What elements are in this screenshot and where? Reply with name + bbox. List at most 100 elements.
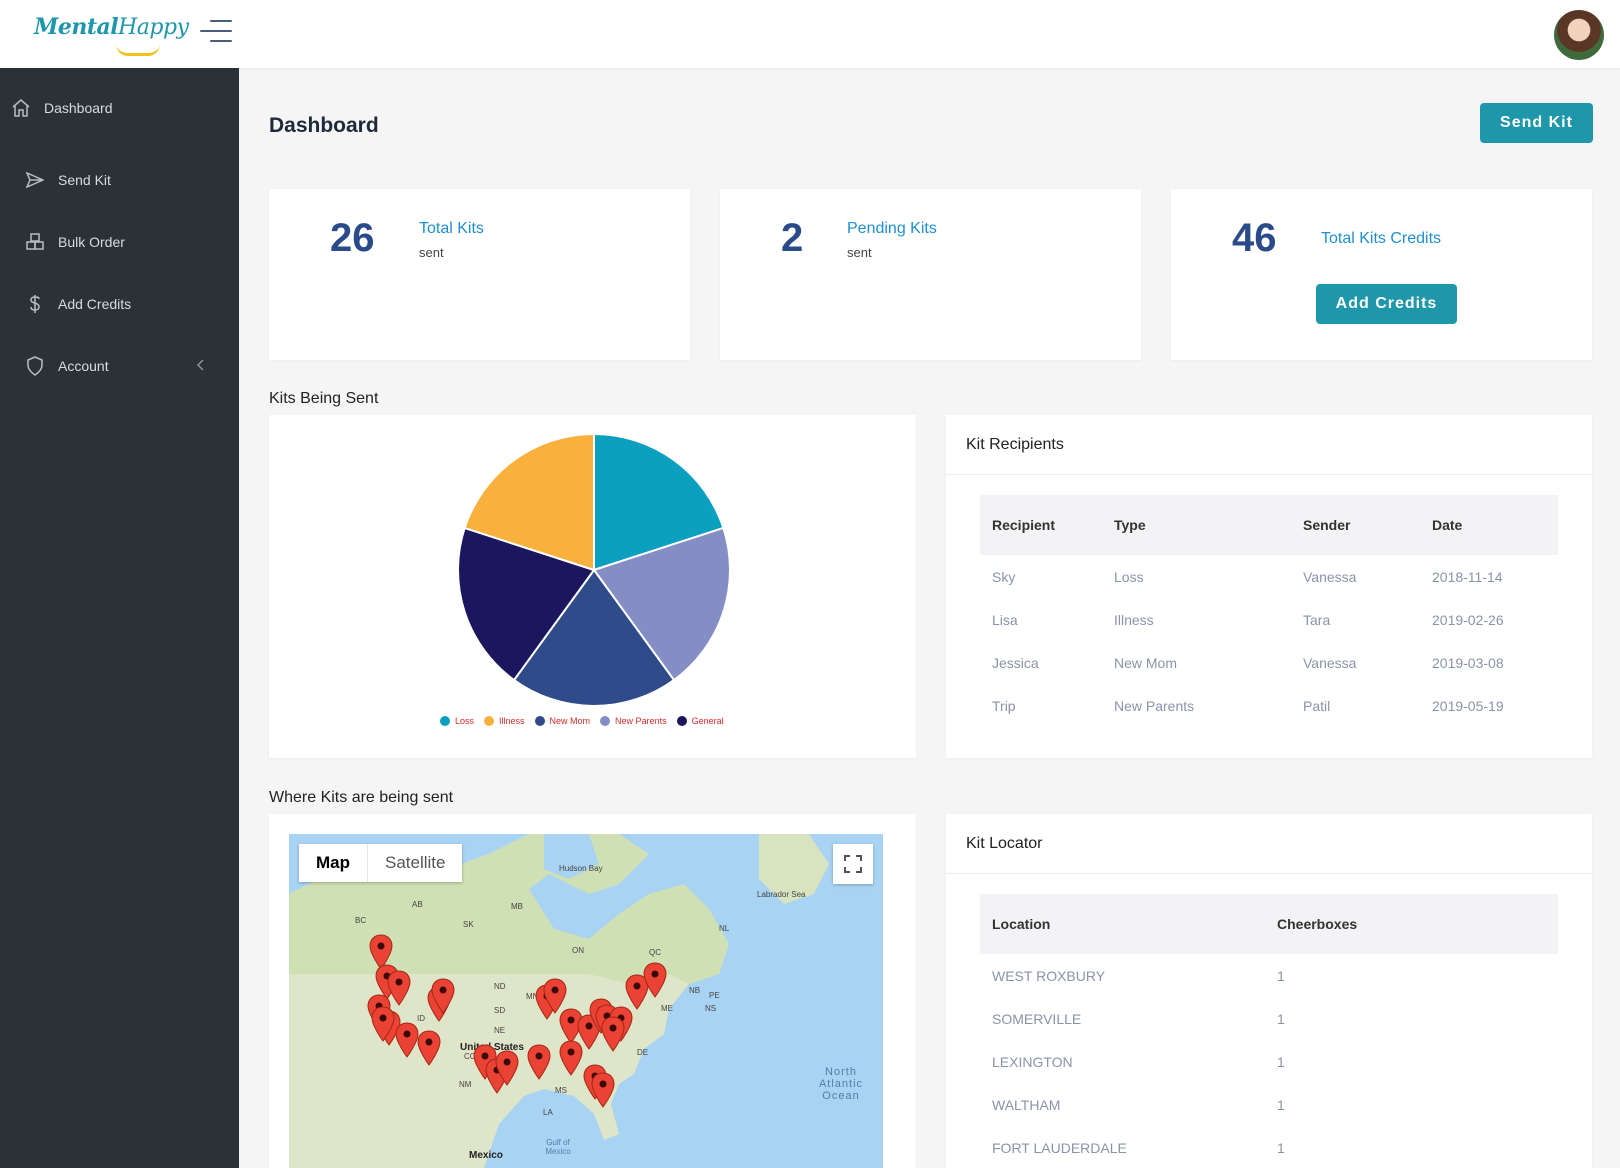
- map-pin-icon[interactable]: [431, 978, 455, 1014]
- column-header[interactable]: Sender: [1291, 495, 1420, 555]
- map-pin-icon[interactable]: [591, 1072, 615, 1108]
- map-pin-icon[interactable]: [601, 1016, 625, 1052]
- stat-card-pending-kits: 2 Pending Kits sent: [720, 189, 1141, 360]
- column-header[interactable]: Cheerboxes: [1265, 894, 1558, 954]
- legend-label: Loss: [455, 716, 475, 726]
- map-label: Gulf of Mexico: [545, 1138, 571, 1156]
- column-header[interactable]: Type: [1102, 495, 1291, 555]
- cell: Patil: [1303, 697, 1331, 714]
- cell: WALTHAM: [992, 1096, 1061, 1113]
- sidebar-item-label: Account: [58, 358, 109, 374]
- map-type-map-button[interactable]: Map: [299, 844, 368, 882]
- table-header-row: Location Cheerboxes: [980, 894, 1558, 954]
- column-header[interactable]: Date: [1420, 495, 1558, 555]
- map-pin-icon[interactable]: [387, 970, 411, 1006]
- pie-slice-loss[interactable]: [593, 432, 725, 572]
- table-row[interactable]: FORT LAUDERDALE 1: [980, 1126, 1558, 1168]
- map-label: Hudson Bay: [559, 864, 603, 873]
- legend-label: New Mom: [549, 716, 591, 726]
- sidebar-item-label: Add Credits: [58, 296, 132, 312]
- legend-item[interactable]: New Mom: [534, 716, 591, 726]
- cell: FORT LAUDERDALE: [992, 1139, 1127, 1156]
- map-label: NS: [705, 1004, 717, 1013]
- sidebar-item-account[interactable]: Account: [0, 346, 239, 386]
- dollar-icon: [24, 293, 46, 315]
- stat-sub: sent: [419, 245, 444, 260]
- pie-slice-new-parents[interactable]: [592, 526, 731, 682]
- sidebar-item-label: Dashboard: [44, 100, 113, 116]
- map-pin-icon[interactable]: [543, 978, 567, 1014]
- table-row[interactable]: LEXINGTON 1: [980, 1040, 1558, 1083]
- table-row[interactable]: WEST ROXBURY 1: [980, 954, 1558, 997]
- table-row[interactable]: Trip New Parents Patil 2019-05-19: [980, 684, 1558, 727]
- cell: Tara: [1303, 611, 1331, 628]
- map-label: ND: [494, 982, 506, 991]
- map-label: CO: [464, 1052, 476, 1061]
- table-row[interactable]: Lisa Illness Tara 2019-02-26: [980, 598, 1558, 641]
- cell: SOMERVILLE: [992, 1010, 1082, 1027]
- menu-toggle-icon[interactable]: [200, 18, 232, 44]
- legend-label: Illness: [499, 716, 525, 726]
- legend-item[interactable]: General: [676, 716, 724, 726]
- legend-item[interactable]: Illness: [484, 716, 525, 726]
- page-title: Dashboard: [269, 114, 379, 137]
- map-pin-icon[interactable]: [417, 1030, 441, 1066]
- sidebar-item-label: Send Kit: [58, 172, 111, 188]
- stat-card-total-kits: 26 Total Kits sent: [269, 189, 690, 360]
- brand-logo-part1: Mental: [34, 14, 119, 40]
- stat-value: 26: [330, 216, 375, 260]
- pie-slice-illness[interactable]: [463, 432, 595, 572]
- map-pin-icon[interactable]: [559, 1040, 583, 1076]
- map-label: NM: [459, 1080, 472, 1089]
- kits-map[interactable]: Hudson Bay Labrador Sea AB SK MB BC ON Q…: [289, 834, 883, 1168]
- map-label: ME: [661, 1004, 673, 1013]
- cell: 1: [1277, 1010, 1285, 1027]
- column-header[interactable]: Recipient: [980, 495, 1102, 555]
- chevron-left-icon[interactable]: [196, 358, 206, 375]
- map-pin-icon[interactable]: [395, 1022, 419, 1058]
- map-label: BC: [355, 916, 367, 925]
- logo-smile-icon: [116, 44, 160, 56]
- fullscreen-icon[interactable]: [833, 844, 873, 884]
- chart-legend: Loss Illness New Mom New Parents General: [440, 716, 724, 726]
- sidebar-item-add-credits[interactable]: Add Credits: [0, 284, 239, 324]
- map-type-satellite-button[interactable]: Satellite: [385, 853, 446, 872]
- send-kit-button[interactable]: Send Kit: [1480, 103, 1593, 143]
- pie-slice-new-mom[interactable]: [512, 568, 676, 707]
- map-label: NL: [719, 924, 730, 933]
- map-label: NE: [494, 1026, 506, 1035]
- stat-label: Pending Kits: [847, 220, 937, 237]
- stat-value: 46: [1232, 216, 1277, 260]
- sidebar-item-bulk-order[interactable]: Bulk Order: [0, 222, 239, 262]
- map-pin-icon[interactable]: [643, 962, 667, 998]
- pie-chart-card: [269, 415, 916, 758]
- cell: LEXINGTON: [992, 1053, 1073, 1070]
- legend-item[interactable]: Loss: [440, 716, 474, 726]
- sidebar-item-dashboard[interactable]: Dashboard: [0, 88, 239, 128]
- card-title: Kit Locator: [966, 835, 1043, 852]
- sidebar-item-send-kit[interactable]: Send Kit: [0, 160, 239, 200]
- table-row[interactable]: SOMERVILLE 1: [980, 997, 1558, 1040]
- brand-logo[interactable]: MentalHappy: [34, 14, 189, 56]
- add-credits-button[interactable]: Add Credits: [1316, 284, 1457, 324]
- legend-item[interactable]: New Parents: [600, 716, 667, 726]
- map-label: PE: [709, 991, 720, 1000]
- legend-label: New Parents: [615, 716, 667, 726]
- map-label: QC: [649, 948, 661, 957]
- map-pin-icon[interactable]: [527, 1044, 551, 1080]
- shield-icon: [24, 355, 46, 377]
- send-icon: [24, 169, 46, 191]
- table-row[interactable]: Jessica New Mom Vanessa 2019-03-08: [980, 641, 1558, 684]
- column-header[interactable]: Location: [980, 894, 1265, 954]
- user-avatar[interactable]: [1554, 10, 1604, 60]
- pie-slice-general[interactable]: [457, 526, 596, 682]
- cell: 2019-05-19: [1432, 697, 1504, 714]
- map-pin-icon[interactable]: [559, 1008, 583, 1044]
- map-pin-icon[interactable]: [371, 1006, 395, 1042]
- map-pin-icon[interactable]: [495, 1050, 519, 1086]
- table-row[interactable]: WALTHAM 1: [980, 1083, 1558, 1126]
- table-row[interactable]: Sky Loss Vanessa 2018-11-14: [980, 555, 1558, 598]
- cell: New Mom: [1114, 654, 1178, 671]
- map-label: MS: [555, 1086, 567, 1095]
- sidebar-item-label: Bulk Order: [58, 234, 125, 250]
